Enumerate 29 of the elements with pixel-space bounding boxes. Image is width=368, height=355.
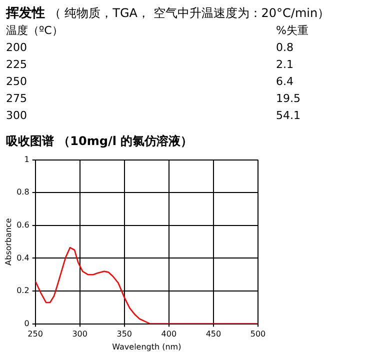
y-tick-label: 1 xyxy=(24,154,30,164)
y-tick-label: 0.8 xyxy=(16,188,30,197)
x-tick-label: 500 xyxy=(250,330,266,339)
text: %失重 xyxy=(276,23,308,39)
x-tick-label: 450 xyxy=(206,330,222,339)
y-tick-label: 0.6 xyxy=(16,220,30,230)
text: 挥发性 xyxy=(6,6,45,21)
text: 250 xyxy=(6,74,28,90)
y-tick-label: 0.2 xyxy=(16,286,30,296)
x-axis-title: Wavelength (nm) xyxy=(112,342,182,352)
text: 275 xyxy=(6,91,28,107)
x-tick-label: 300 xyxy=(72,330,88,339)
chart-title: 吸收图谱 （10mg/l 的氯仿溶液） xyxy=(6,133,194,150)
x-tick-label: 250 xyxy=(28,330,43,339)
text: 2.1 xyxy=(276,57,294,73)
text: 6.4 xyxy=(276,74,294,90)
text: 225 xyxy=(6,57,28,73)
text: 19.5 xyxy=(276,91,300,107)
text: 200 xyxy=(6,40,28,56)
x-tick-label: 350 xyxy=(116,330,132,339)
text: 0.8 xyxy=(276,40,294,56)
y-tick-label: 0.4 xyxy=(16,253,30,262)
text: 300 xyxy=(6,108,28,124)
text: （ 纯物质，TGA， 空气中升温速度为：20°C/min） xyxy=(48,6,330,20)
text: 54.1 xyxy=(276,108,300,124)
y-axis-title: Absorbance xyxy=(4,218,13,266)
y-tick-label: 0 xyxy=(24,318,30,328)
text: 温度（ºC） xyxy=(6,23,64,39)
x-tick-label: 400 xyxy=(161,330,177,339)
